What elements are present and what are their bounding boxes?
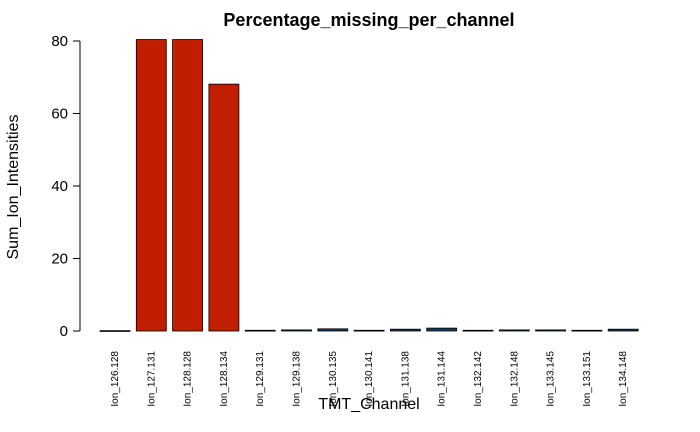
bar xyxy=(571,329,603,332)
x-tick-label: Ion_133.145 xyxy=(546,351,557,407)
bars xyxy=(99,39,639,332)
y-tick-label: 0 xyxy=(60,323,68,340)
bar xyxy=(135,39,167,332)
bar xyxy=(389,328,421,332)
x-tick-label: Ion_131.144 xyxy=(437,351,448,407)
y-axis-label: Sum_Ion_Intensities xyxy=(5,115,22,260)
bar xyxy=(317,328,349,332)
x-tick-label: Ion_128.134 xyxy=(219,351,230,407)
y-tick-label: 20 xyxy=(51,251,68,268)
x-tick-label: Ion_129.131 xyxy=(255,351,266,407)
x-tick-label: Ion_134.148 xyxy=(618,351,629,407)
x-tick-label: Ion_127.131 xyxy=(146,351,157,407)
bar xyxy=(498,329,530,332)
bar xyxy=(353,329,385,332)
bar xyxy=(99,330,131,332)
y-tick-label: 80 xyxy=(51,33,68,50)
x-tick-label: Ion_132.142 xyxy=(473,351,484,407)
bar xyxy=(281,329,312,332)
y-axis: 0 20 40 60 80 xyxy=(51,33,81,340)
bar xyxy=(208,83,240,332)
bar xyxy=(426,327,458,332)
x-axis-label: TMT_Channel xyxy=(318,396,419,413)
bar xyxy=(535,329,566,332)
x-tick-label: Ion_126.128 xyxy=(110,351,121,407)
x-tick-label: Ion_130.141 xyxy=(364,351,375,407)
y-tick-label: 60 xyxy=(51,106,68,123)
x-tick-label: Ion_130.135 xyxy=(328,351,339,407)
x-tick-label: Ion_129.138 xyxy=(292,351,303,407)
x-axis-labels: Ion_126.128 Ion_127.131 Ion_128.128 Ion_128… xyxy=(110,351,629,407)
chart-title: Percentage_missing_per_channel xyxy=(223,10,514,30)
bar xyxy=(244,329,276,332)
x-tick-label: Ion_133.151 xyxy=(582,351,593,407)
x-tick-label: Ion_132.148 xyxy=(509,351,520,407)
bar xyxy=(607,328,639,332)
bar xyxy=(462,329,494,332)
y-tick-label: 40 xyxy=(51,178,68,195)
x-tick-label: Ion_128.128 xyxy=(183,351,194,407)
x-tick-label: Ion_131.138 xyxy=(400,351,411,407)
bar xyxy=(172,39,204,332)
